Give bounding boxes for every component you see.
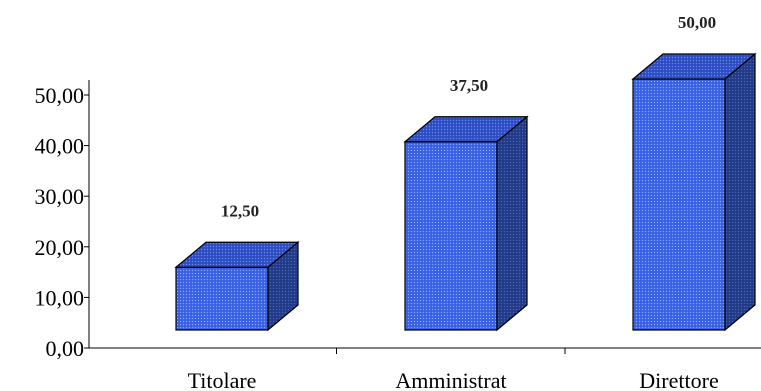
data-label: 12,50: [221, 201, 259, 220]
y-tick-label: 10,00: [35, 285, 85, 310]
bar-front-face: [404, 141, 498, 331]
x-tick-label: Direttore: [639, 368, 718, 391]
labels: 0,00 10,00 20,00 30,00 40,00 50,00 12,50 Titola…: [35, 13, 719, 391]
bar-front-face: [632, 78, 726, 331]
x-tick-label: Amministrat: [395, 368, 506, 391]
bar-front-face: [175, 266, 269, 331]
bar-side-face: [724, 52, 756, 332]
bar-amministrat: [403, 115, 529, 332]
data-label: 37,50: [450, 76, 488, 95]
y-tick-label: 50,00: [35, 83, 85, 108]
bar-direttore: [631, 52, 757, 332]
y-tick-label: 0,00: [46, 336, 85, 361]
bar-side-face: [267, 240, 299, 332]
bar-side-face: [496, 115, 528, 332]
y-tick-label: 30,00: [35, 184, 85, 209]
y-tick-label: 40,00: [35, 134, 85, 159]
y-tick-label: 20,00: [35, 235, 85, 260]
x-tick-label: Titolare: [188, 368, 257, 391]
bar-titolare: [174, 240, 300, 332]
bars: [174, 52, 757, 332]
data-label: 50,00: [678, 13, 716, 32]
axes: [84, 80, 761, 354]
